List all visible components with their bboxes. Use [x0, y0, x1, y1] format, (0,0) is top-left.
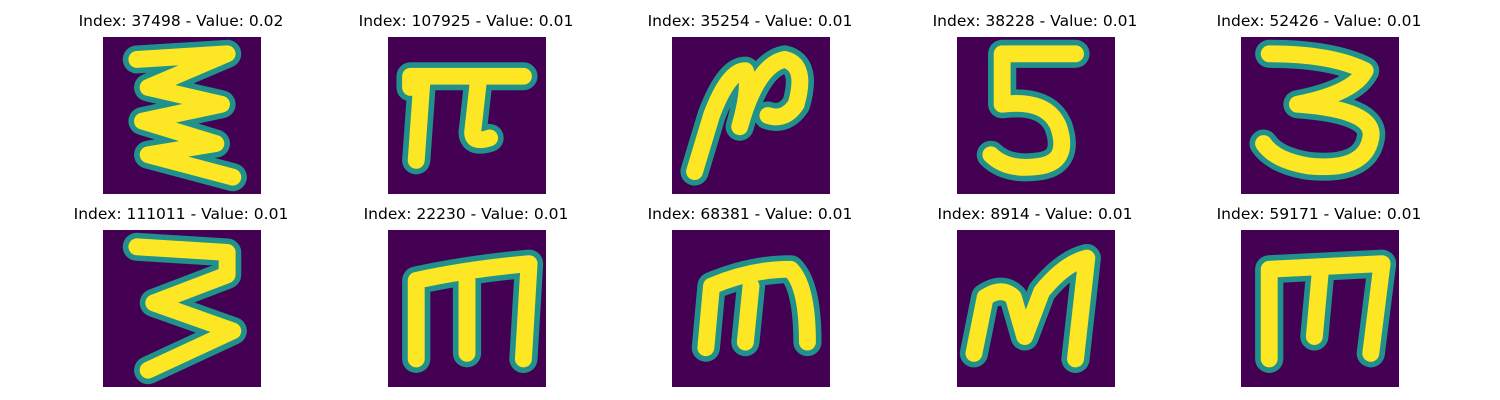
digit-image	[1241, 37, 1399, 194]
digit-image	[672, 37, 830, 194]
panel-title: Index: 8914 - Value: 0.01	[895, 205, 1175, 223]
digit-image	[388, 37, 546, 194]
panel-title: Index: 111011 - Value: 0.01	[41, 205, 321, 223]
digit-image	[1241, 230, 1399, 387]
panel-title: Index: 38228 - Value: 0.01	[895, 12, 1175, 30]
panel-title: Index: 37498 - Value: 0.02	[41, 12, 321, 30]
panel-title: Index: 22230 - Value: 0.01	[326, 205, 606, 223]
panel-title: Index: 107925 - Value: 0.01	[326, 12, 606, 30]
digit-image	[103, 37, 261, 194]
digit-image	[672, 230, 830, 387]
digit-image	[388, 230, 546, 387]
digit-image	[103, 230, 261, 387]
panel-title: Index: 35254 - Value: 0.01	[610, 12, 890, 30]
panel-title: Index: 59171 - Value: 0.01	[1179, 205, 1459, 223]
panel-title: Index: 52426 - Value: 0.01	[1179, 12, 1459, 30]
digit-image	[957, 37, 1115, 194]
panel-title: Index: 68381 - Value: 0.01	[610, 205, 890, 223]
digit-image	[957, 230, 1115, 387]
